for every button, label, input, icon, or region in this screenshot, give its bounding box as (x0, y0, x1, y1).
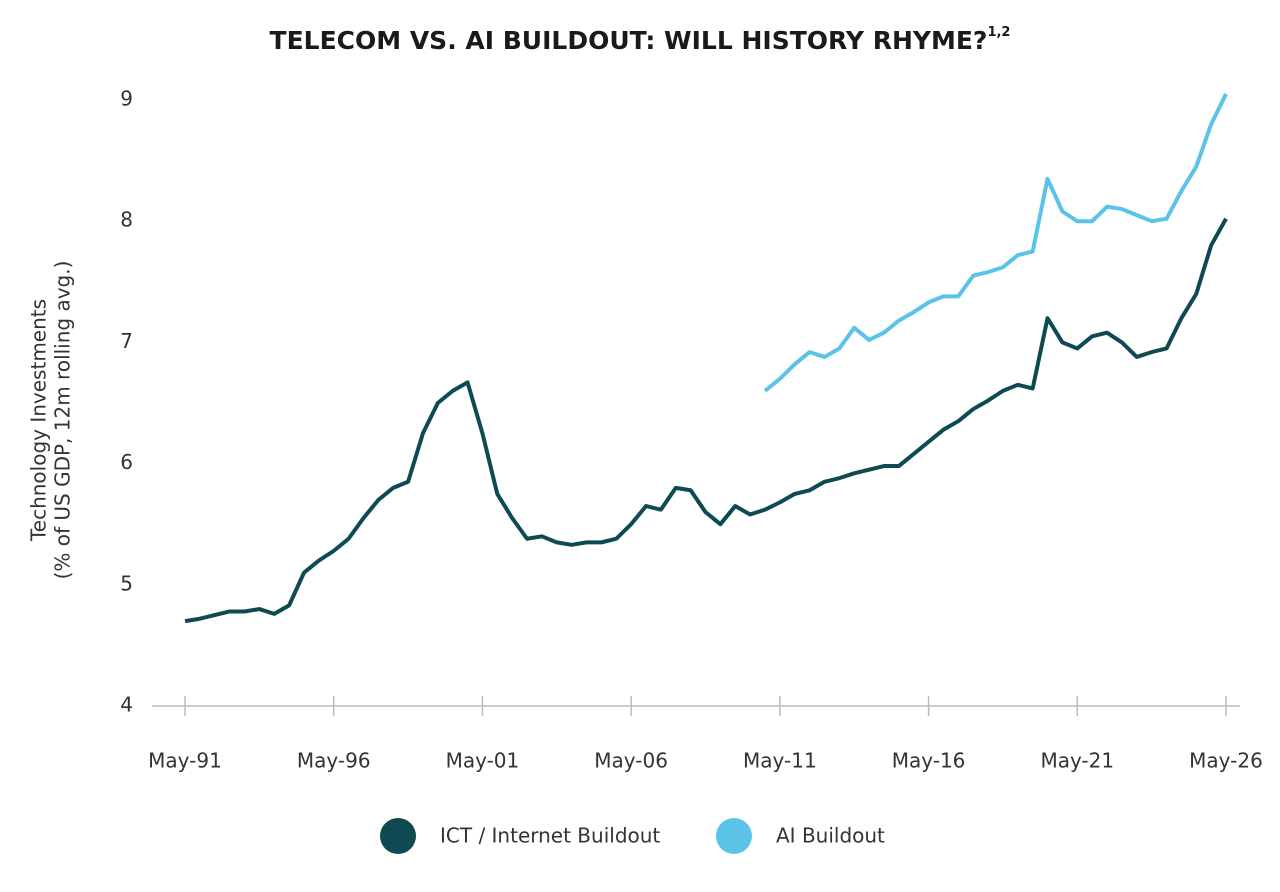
legend-marker (716, 818, 752, 854)
x-tick-label: May-16 (892, 749, 966, 773)
y-axis-label: (% of US GDP, 12m rolling avg.) (51, 261, 75, 580)
legend-marker (380, 818, 416, 854)
series-line (763, 93, 1228, 393)
y-tick-label: 5 (120, 571, 133, 595)
y-tick-label: 9 (120, 87, 133, 111)
title-text: TELECOM VS. AI BUILDOUT: WILL HISTORY RH… (270, 26, 988, 55)
series-line (184, 217, 1228, 624)
legend-label: AI Buildout (776, 824, 885, 848)
legend-label: ICT / Internet Buildout (440, 824, 660, 848)
y-tick-label: 4 (120, 693, 133, 717)
x-tick-label: May-91 (148, 749, 222, 773)
x-tick-label: May-96 (297, 749, 371, 773)
chart-title: TELECOM VS. AI BUILDOUT: WILL HISTORY RH… (270, 25, 1011, 56)
y-axis-label: Technology Investments (27, 299, 51, 542)
x-tick-label: May-01 (446, 749, 520, 773)
y-tick-label: 7 (120, 329, 133, 353)
x-tick-label: May-26 (1189, 749, 1263, 773)
y-tick-label: 6 (120, 450, 133, 474)
x-tick-label: May-11 (743, 749, 817, 773)
x-tick-label: May-21 (1040, 749, 1114, 773)
x-tick-label: May-06 (594, 749, 668, 773)
title-superscript: 1,2 (987, 25, 1010, 40)
y-tick-label: 8 (120, 208, 133, 232)
